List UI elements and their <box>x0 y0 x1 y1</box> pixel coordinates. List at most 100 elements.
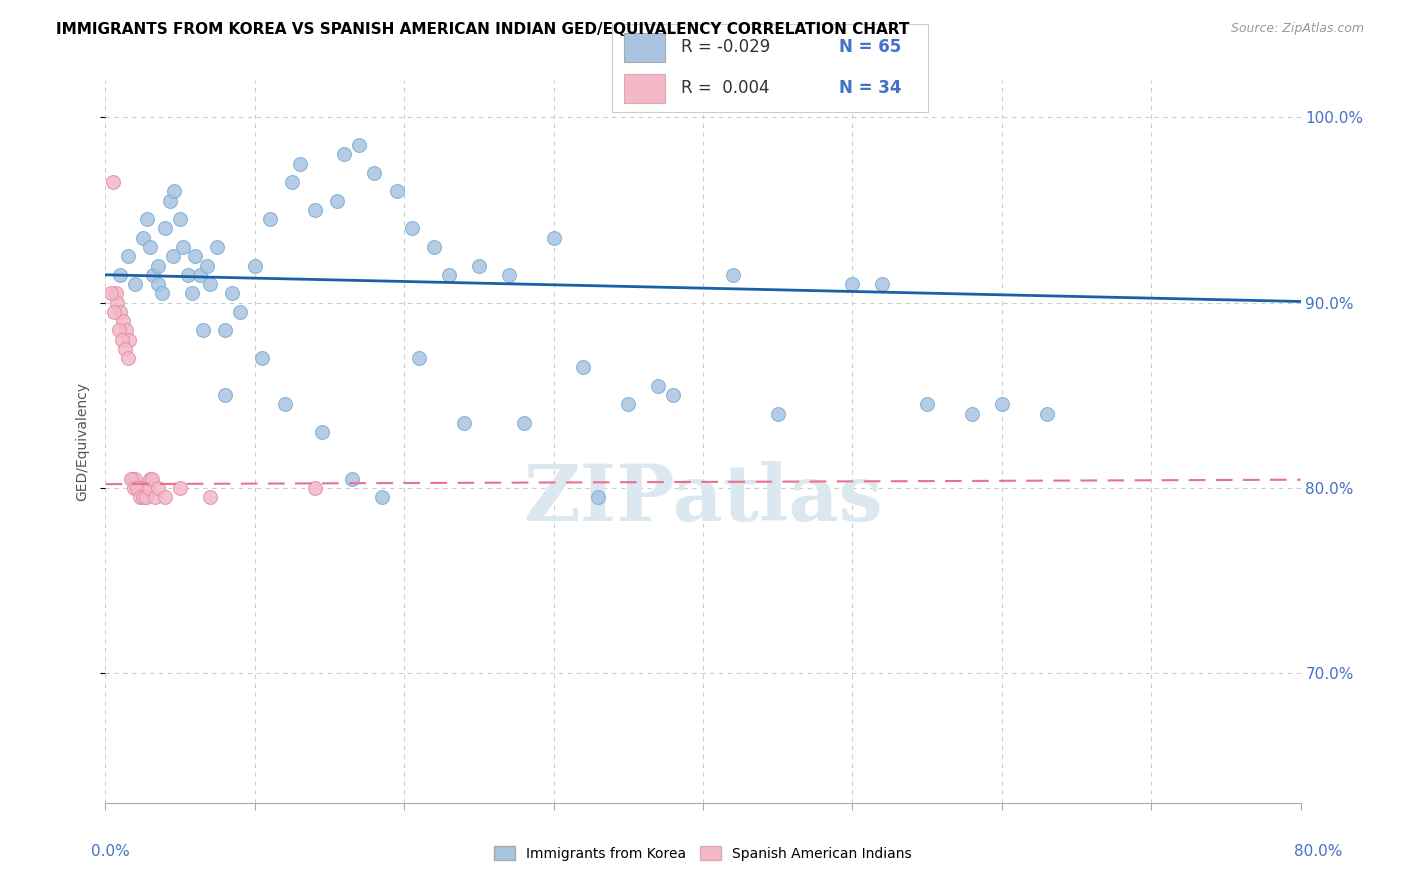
Point <box>111 333 134 347</box>
Point <box>138 481 160 495</box>
Point <box>124 472 146 486</box>
Y-axis label: GED/Equivalency: GED/Equivalency <box>75 382 89 501</box>
Point <box>214 323 236 337</box>
Point <box>176 268 198 282</box>
Point <box>401 221 423 235</box>
Point <box>169 212 191 227</box>
Point <box>107 295 129 310</box>
Point <box>150 286 173 301</box>
Point <box>136 212 159 227</box>
Point <box>273 397 295 411</box>
Point <box>100 286 122 301</box>
Text: R =  0.004: R = 0.004 <box>682 79 769 97</box>
Point <box>117 249 139 263</box>
Text: Source: ZipAtlas.com: Source: ZipAtlas.com <box>1230 22 1364 36</box>
Point <box>129 481 153 495</box>
Point <box>125 481 148 495</box>
Point <box>1035 407 1057 421</box>
Point <box>498 268 520 282</box>
Text: N = 34: N = 34 <box>839 79 901 97</box>
Point <box>333 147 356 161</box>
Point <box>288 156 311 170</box>
Point <box>543 231 565 245</box>
Point <box>198 277 221 291</box>
Text: 80.0%: 80.0% <box>1295 845 1343 859</box>
Point <box>647 379 669 393</box>
Point <box>163 185 186 199</box>
Text: N = 65: N = 65 <box>839 38 901 56</box>
Point <box>115 323 138 337</box>
Point <box>385 185 408 199</box>
Point <box>990 397 1012 411</box>
Point <box>169 481 191 495</box>
Point <box>162 249 184 263</box>
Point <box>915 397 938 411</box>
Point <box>134 490 156 504</box>
Point <box>214 388 236 402</box>
Point <box>127 481 149 495</box>
Point <box>453 416 475 430</box>
Point <box>142 268 165 282</box>
Point <box>766 407 789 421</box>
Point <box>114 342 136 356</box>
Point <box>103 305 125 319</box>
Point <box>118 333 141 347</box>
Point <box>110 268 132 282</box>
Point <box>124 277 146 291</box>
Point <box>960 407 983 421</box>
Point <box>872 277 894 291</box>
Point <box>513 416 536 430</box>
Point <box>117 351 139 366</box>
Point <box>188 268 211 282</box>
Point <box>146 277 169 291</box>
Point <box>191 323 214 337</box>
Point <box>120 472 142 486</box>
Point <box>135 490 157 504</box>
Point <box>153 490 177 504</box>
Point <box>122 481 145 495</box>
Point <box>252 351 274 366</box>
Point <box>408 351 430 366</box>
Point <box>304 481 326 495</box>
Point <box>143 490 166 504</box>
Text: 0.0%: 0.0% <box>91 845 131 859</box>
Text: IMMIGRANTS FROM KOREA VS SPANISH AMERICAN INDIAN GED/EQUIVALENCY CORRELATION CHA: IMMIGRANTS FROM KOREA VS SPANISH AMERICA… <box>56 22 910 37</box>
Point <box>110 305 132 319</box>
Point <box>229 305 252 319</box>
Point <box>437 268 460 282</box>
Point <box>132 231 155 245</box>
Point <box>132 490 155 504</box>
Point <box>136 481 159 495</box>
Point <box>243 259 266 273</box>
Point <box>468 259 491 273</box>
Point <box>146 259 169 273</box>
Point <box>349 138 371 153</box>
Point <box>159 194 181 208</box>
Point <box>172 240 194 254</box>
Point <box>207 240 229 254</box>
Point <box>181 286 204 301</box>
Point <box>141 472 163 486</box>
Point <box>121 472 143 486</box>
Point <box>104 286 127 301</box>
Point <box>101 175 124 189</box>
Point <box>304 202 326 217</box>
Point <box>259 212 281 227</box>
Point <box>423 240 446 254</box>
FancyBboxPatch shape <box>624 74 665 103</box>
Point <box>588 490 610 504</box>
FancyBboxPatch shape <box>624 33 665 62</box>
Point <box>340 472 363 486</box>
Point <box>139 472 162 486</box>
Point <box>139 240 162 254</box>
Point <box>128 490 150 504</box>
Point <box>617 397 640 411</box>
Point <box>198 490 221 504</box>
Point <box>195 259 218 273</box>
Point <box>153 221 177 235</box>
Point <box>146 481 169 495</box>
Point <box>221 286 243 301</box>
Point <box>371 490 394 504</box>
Text: R = -0.029: R = -0.029 <box>682 38 770 56</box>
Legend: Immigrants from Korea, Spanish American Indians: Immigrants from Korea, Spanish American … <box>495 847 911 861</box>
